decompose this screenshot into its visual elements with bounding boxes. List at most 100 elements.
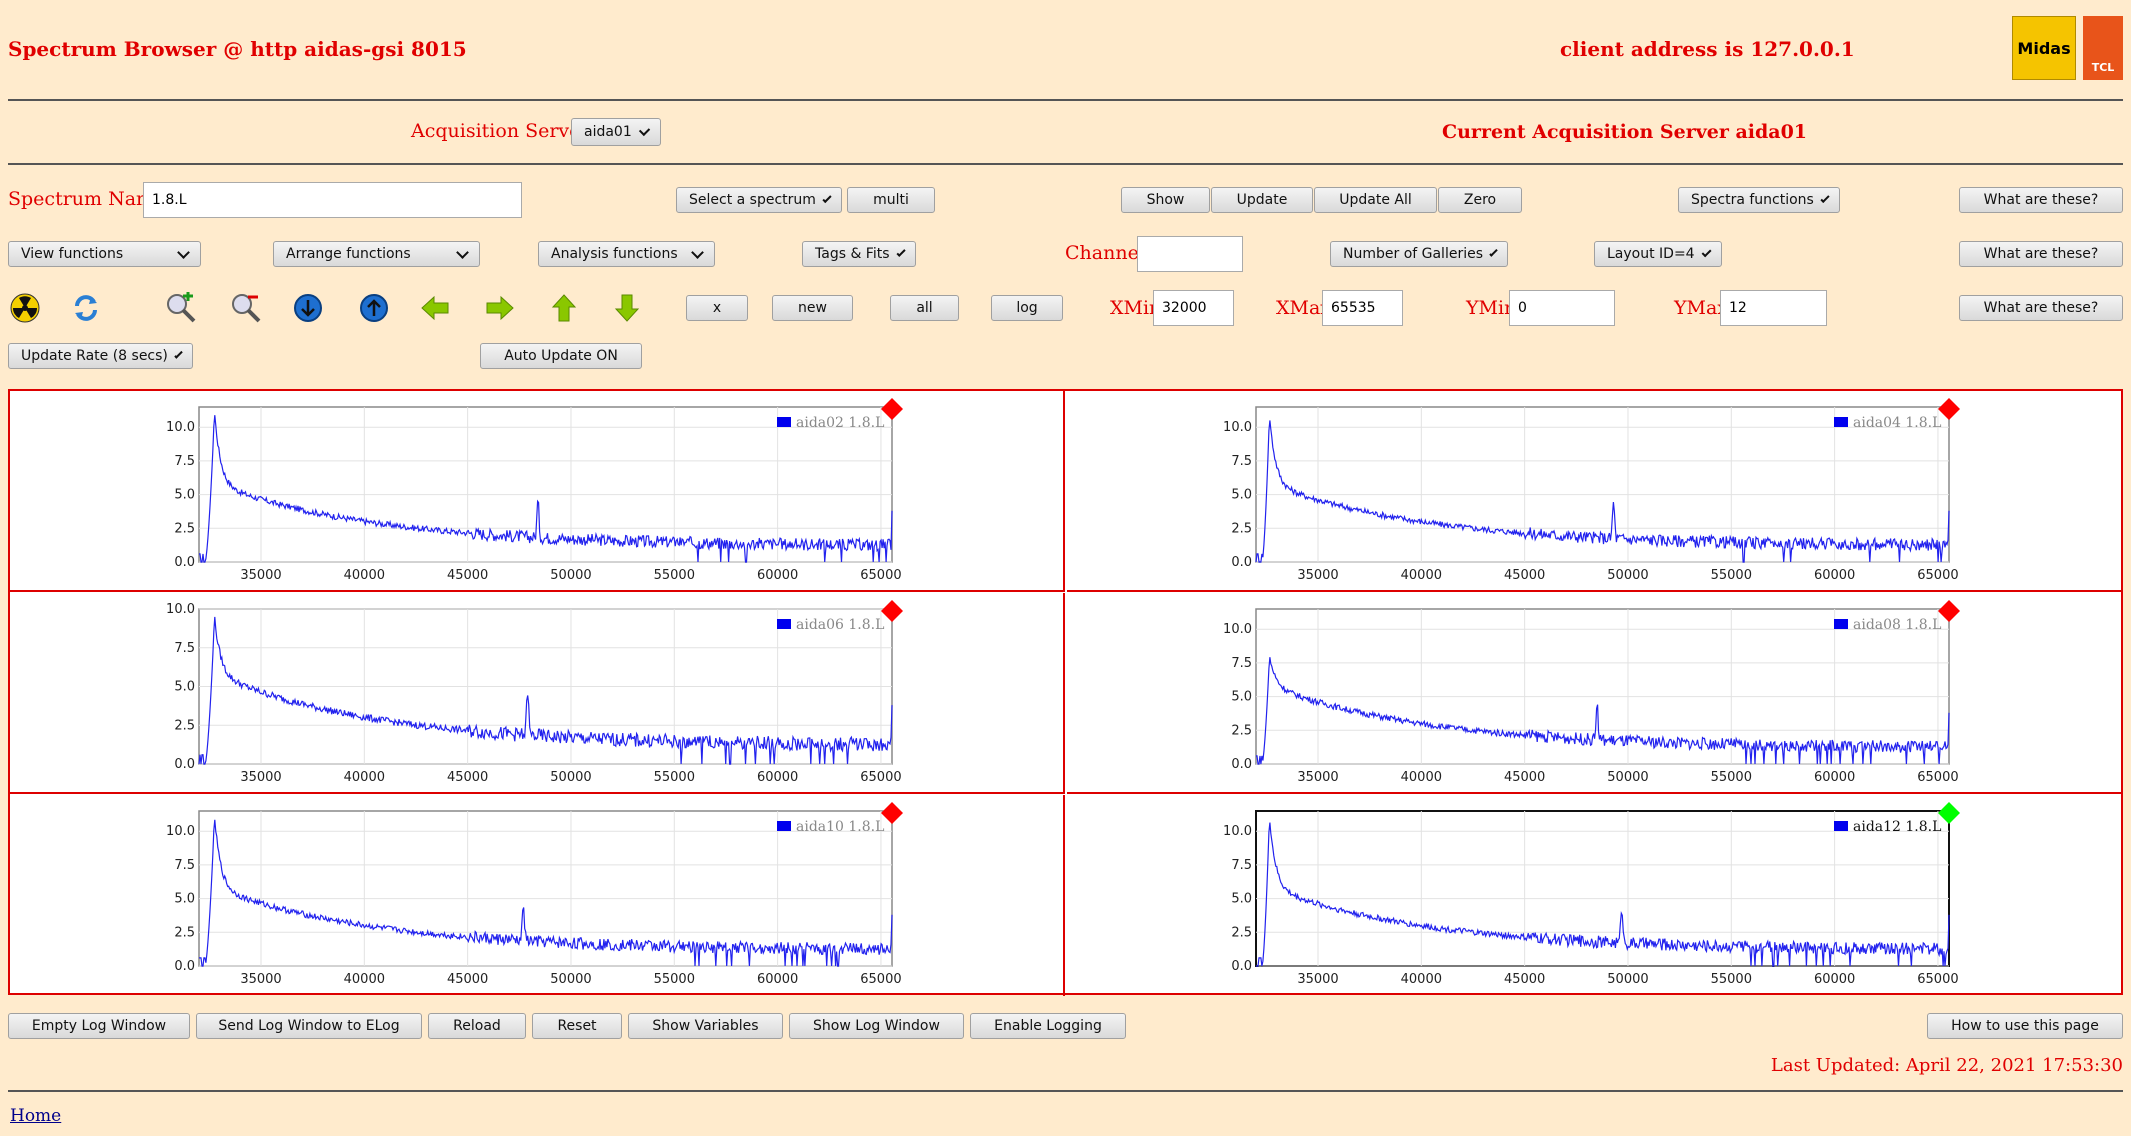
divider	[8, 1090, 2123, 1092]
auto-update-button[interactable]: Auto Update ON	[480, 343, 642, 369]
current-acquisition-server: Current Acquisition Server aida01	[1442, 121, 1808, 143]
midas-logo-text: Midas	[2017, 38, 2071, 58]
xmin-label: XMin	[1110, 297, 1162, 319]
x-tick-label: 40000	[344, 568, 385, 583]
enable-logging-button[interactable]: Enable Logging	[970, 1013, 1126, 1039]
y-tick-label: 2.5	[1231, 723, 1252, 738]
client-address: client address is 127.0.0.1	[1560, 37, 1855, 61]
spectrum-trace	[1256, 657, 1950, 765]
xmax-input[interactable]: 65535	[1322, 290, 1403, 326]
y-tick-label: 0.0	[174, 959, 195, 974]
x-tick-label: 65000	[1917, 972, 1958, 987]
number-of-galleries-dropdown[interactable]: Number of Galleries	[1330, 241, 1508, 267]
spectra-functions-dropdown[interactable]: Spectra functions	[1678, 187, 1840, 213]
tags-fits-dropdown[interactable]: Tags & Fits	[802, 241, 916, 267]
channel-input[interactable]	[1137, 236, 1243, 272]
reset-button[interactable]: Reset	[532, 1013, 622, 1039]
spectrum-panel[interactable]: 0.0 2.5 5.0 7.5 10.0 35000 40000 45000 50000 5500…	[10, 593, 1065, 794]
what-are-these-button[interactable]: What are these?	[1959, 187, 2123, 213]
x-tick-label: 60000	[1814, 770, 1855, 785]
x-tick-label: 65000	[1917, 568, 1958, 583]
xmin-input[interactable]: 32000	[1153, 290, 1234, 326]
spectrum-panel[interactable]: 0.0 2.5 5.0 7.5 10.0 35000 40000 45000 50000 5500…	[1067, 391, 2122, 592]
x-tick-label: 60000	[757, 568, 798, 583]
chevron-down-icon	[1701, 246, 1712, 258]
zoom-in-icon[interactable]	[164, 291, 198, 325]
y-tick-label: 2.5	[174, 718, 195, 733]
acquisition-server-select[interactable]: aida01	[571, 118, 661, 146]
y-tick-label: 0.0	[174, 555, 195, 570]
status-indicator	[881, 802, 903, 824]
home-link[interactable]: Home	[10, 1106, 62, 1126]
how-to-use-this-page-button[interactable]: How to use this page	[1927, 1013, 2123, 1039]
y-tick-label: 7.5	[174, 641, 195, 656]
legend-label: aida02 1.8.L	[796, 415, 884, 431]
divider	[8, 163, 2123, 165]
chevron-down-icon	[896, 247, 906, 257]
what-are-these-button[interactable]: What are these?	[1959, 295, 2123, 321]
select-spectrum-dropdown[interactable]: Select a spectrum	[676, 187, 842, 213]
spectrum-panel[interactable]: 0.0 2.5 5.0 7.5 10.0 35000 40000 45000 50000 5500…	[10, 795, 1065, 996]
arrow-right-icon[interactable]	[483, 291, 517, 325]
spectrum-panel[interactable]: 0.0 2.5 5.0 7.5 10.0 35000 40000 45000 50000 5500…	[1067, 593, 2122, 794]
zoom-out-icon[interactable]	[229, 291, 263, 325]
acquisition-server-value: aida01	[584, 124, 632, 140]
arrow-up-circle-icon[interactable]	[357, 291, 391, 325]
update-all-button[interactable]: Update All	[1314, 187, 1437, 213]
ymin-input[interactable]: 0	[1509, 290, 1615, 326]
log-button[interactable]: log	[991, 295, 1063, 321]
page-title: Spectrum Browser @ http aidas-gsi 8015	[8, 37, 467, 61]
all-button[interactable]: all	[890, 295, 959, 321]
legend-label: aida08 1.8.L	[1853, 617, 1941, 633]
analysis-functions-dropdown[interactable]: Analysis functions	[538, 241, 715, 267]
empty-log-window-button[interactable]: Empty Log Window	[8, 1013, 190, 1039]
spectrum-trace	[199, 415, 893, 563]
x-tick-label: 50000	[550, 972, 591, 987]
what-are-these-button[interactable]: What are these?	[1959, 241, 2123, 267]
spectrum-chart: 0.0 2.5 5.0 7.5 10.0 35000 40000 45000 50000 5500…	[166, 802, 903, 987]
radiation-icon[interactable]	[8, 291, 42, 325]
x-tick-label: 50000	[550, 568, 591, 583]
arrow-left-icon[interactable]	[418, 291, 452, 325]
arrange-functions-dropdown[interactable]: Arrange functions	[273, 241, 480, 267]
chevron-down-icon	[174, 349, 183, 359]
show-button[interactable]: Show	[1121, 187, 1210, 213]
arrow-up-icon[interactable]	[547, 291, 581, 325]
multi-button[interactable]: multi	[847, 187, 935, 213]
y-tick-label: 5.0	[174, 488, 195, 503]
x-tick-label: 60000	[1814, 568, 1855, 583]
update-rate-dropdown[interactable]: Update Rate (8 secs)	[8, 343, 193, 369]
chevron-down-icon	[1820, 193, 1830, 203]
spectrum-trace	[199, 819, 893, 967]
spectrum-name-input[interactable]: 1.8.L	[143, 182, 522, 218]
legend-label: aida10 1.8.L	[796, 819, 884, 835]
x-tick-label: 55000	[654, 568, 695, 583]
chevron-down-icon	[638, 124, 651, 136]
new-button[interactable]: new	[772, 295, 853, 321]
channel-label: Channel:	[1065, 242, 1152, 264]
y-tick-label: 0.0	[1231, 959, 1252, 974]
spectrum-panel[interactable]: 0.0 2.5 5.0 7.5 10.0 35000 40000 45000 50000 5500…	[10, 391, 1065, 592]
x-tick-label: 50000	[1607, 770, 1648, 785]
show-variables-button[interactable]: Show Variables	[628, 1013, 783, 1039]
zero-button[interactable]: Zero	[1438, 187, 1522, 213]
arrow-down-circle-icon[interactable]	[291, 291, 325, 325]
y-tick-label: 10.0	[166, 602, 195, 617]
layout-id-dropdown[interactable]: Layout ID=4	[1594, 241, 1722, 267]
reload-button[interactable]: Reload	[428, 1013, 526, 1039]
spectrum-panel[interactable]: 0.0 2.5 5.0 7.5 10.0 35000 40000 45000 50000 5500…	[1067, 795, 2122, 996]
arrow-down-icon[interactable]	[610, 291, 644, 325]
y-tick-label: 7.5	[174, 858, 195, 873]
spectrum-chart: 0.0 2.5 5.0 7.5 10.0 35000 40000 45000 50000 5500…	[1223, 398, 1960, 583]
ymax-input[interactable]: 12	[1720, 290, 1827, 326]
xmax-label: XMax	[1276, 297, 1332, 319]
view-functions-dropdown[interactable]: View functions	[8, 241, 201, 267]
show-log-window-button[interactable]: Show Log Window	[789, 1013, 964, 1039]
x-tick-label: 50000	[1607, 568, 1648, 583]
y-tick-label: 2.5	[1231, 521, 1252, 536]
refresh-icon[interactable]	[69, 291, 103, 325]
send-log-window-to-elog-button[interactable]: Send Log Window to ELog	[196, 1013, 422, 1039]
status-indicator	[1938, 802, 1960, 824]
update-button[interactable]: Update	[1211, 187, 1313, 213]
x-button[interactable]: x	[686, 295, 748, 321]
